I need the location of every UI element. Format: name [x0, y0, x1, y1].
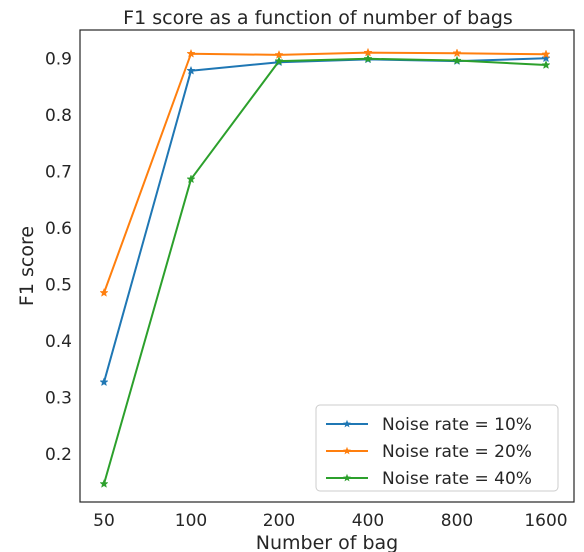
y-tick-label: 0.3: [45, 388, 72, 408]
data-point: [99, 377, 109, 387]
legend-marker: [343, 419, 351, 428]
data-point: [452, 48, 462, 58]
series-1: [99, 53, 551, 387]
x-tick-label: 50: [93, 511, 115, 531]
data-point: [99, 479, 109, 488]
series-2: [99, 47, 551, 297]
legend-entry: Noise rate = 40%: [326, 469, 532, 489]
data-point: [186, 48, 196, 58]
x-tick-label: 100: [175, 511, 207, 531]
legend-label: Noise rate = 10%: [382, 415, 532, 435]
x-tick-label: 200: [263, 511, 295, 531]
y-tick-label: 0.9: [45, 49, 72, 69]
series-line: [103, 57, 547, 485]
data-point: [541, 49, 551, 59]
data-point: [186, 65, 196, 75]
plot-area: [79, 29, 575, 503]
y-tick-label: 0.2: [45, 445, 72, 465]
y-tick-label: 0.5: [45, 275, 72, 295]
x-axis-ticks: 50 100 200 400 800 1600: [93, 511, 567, 531]
data-point: [363, 53, 373, 63]
y-tick-label: 0.8: [45, 106, 72, 126]
legend-label: Noise rate = 20%: [382, 442, 532, 462]
chart-title: F1 score as a function of number of bags: [123, 7, 513, 29]
legend-label: Noise rate = 40%: [382, 469, 532, 489]
legend-entry: Noise rate = 20%: [326, 442, 532, 462]
data-point: [186, 174, 196, 184]
data-point: [541, 60, 551, 70]
legend-box: [315, 404, 559, 492]
data-point: [452, 55, 462, 65]
data-point: [541, 53, 551, 63]
legend-marker: [343, 473, 351, 482]
legend-marker: [343, 446, 351, 455]
series-line: [103, 57, 547, 383]
x-axis-label: Number of bag: [256, 532, 398, 552]
y-tick-label: 0.4: [45, 332, 72, 352]
data-point: [99, 287, 109, 297]
y-axis-ticks: 0.2 0.3 0.4 0.5 0.6 0.7 0.8 0.9: [45, 49, 72, 465]
x-tick-label: 1600: [524, 511, 567, 531]
y-tick-label: 0.6: [45, 219, 72, 239]
series-layer: [99, 47, 551, 488]
x-tick-label: 800: [441, 511, 473, 531]
legend-entry: Noise rate = 10%: [326, 415, 532, 435]
legend: Noise rate = 10% Noise rate = 20% Noise ra…: [315, 404, 559, 492]
x-tick-label: 400: [352, 511, 384, 531]
y-tick-label: 0.7: [45, 162, 72, 182]
series-line: [103, 51, 547, 294]
data-point: [274, 56, 284, 66]
series-3: [99, 53, 551, 488]
y-axis-label: F1 score: [16, 226, 38, 306]
